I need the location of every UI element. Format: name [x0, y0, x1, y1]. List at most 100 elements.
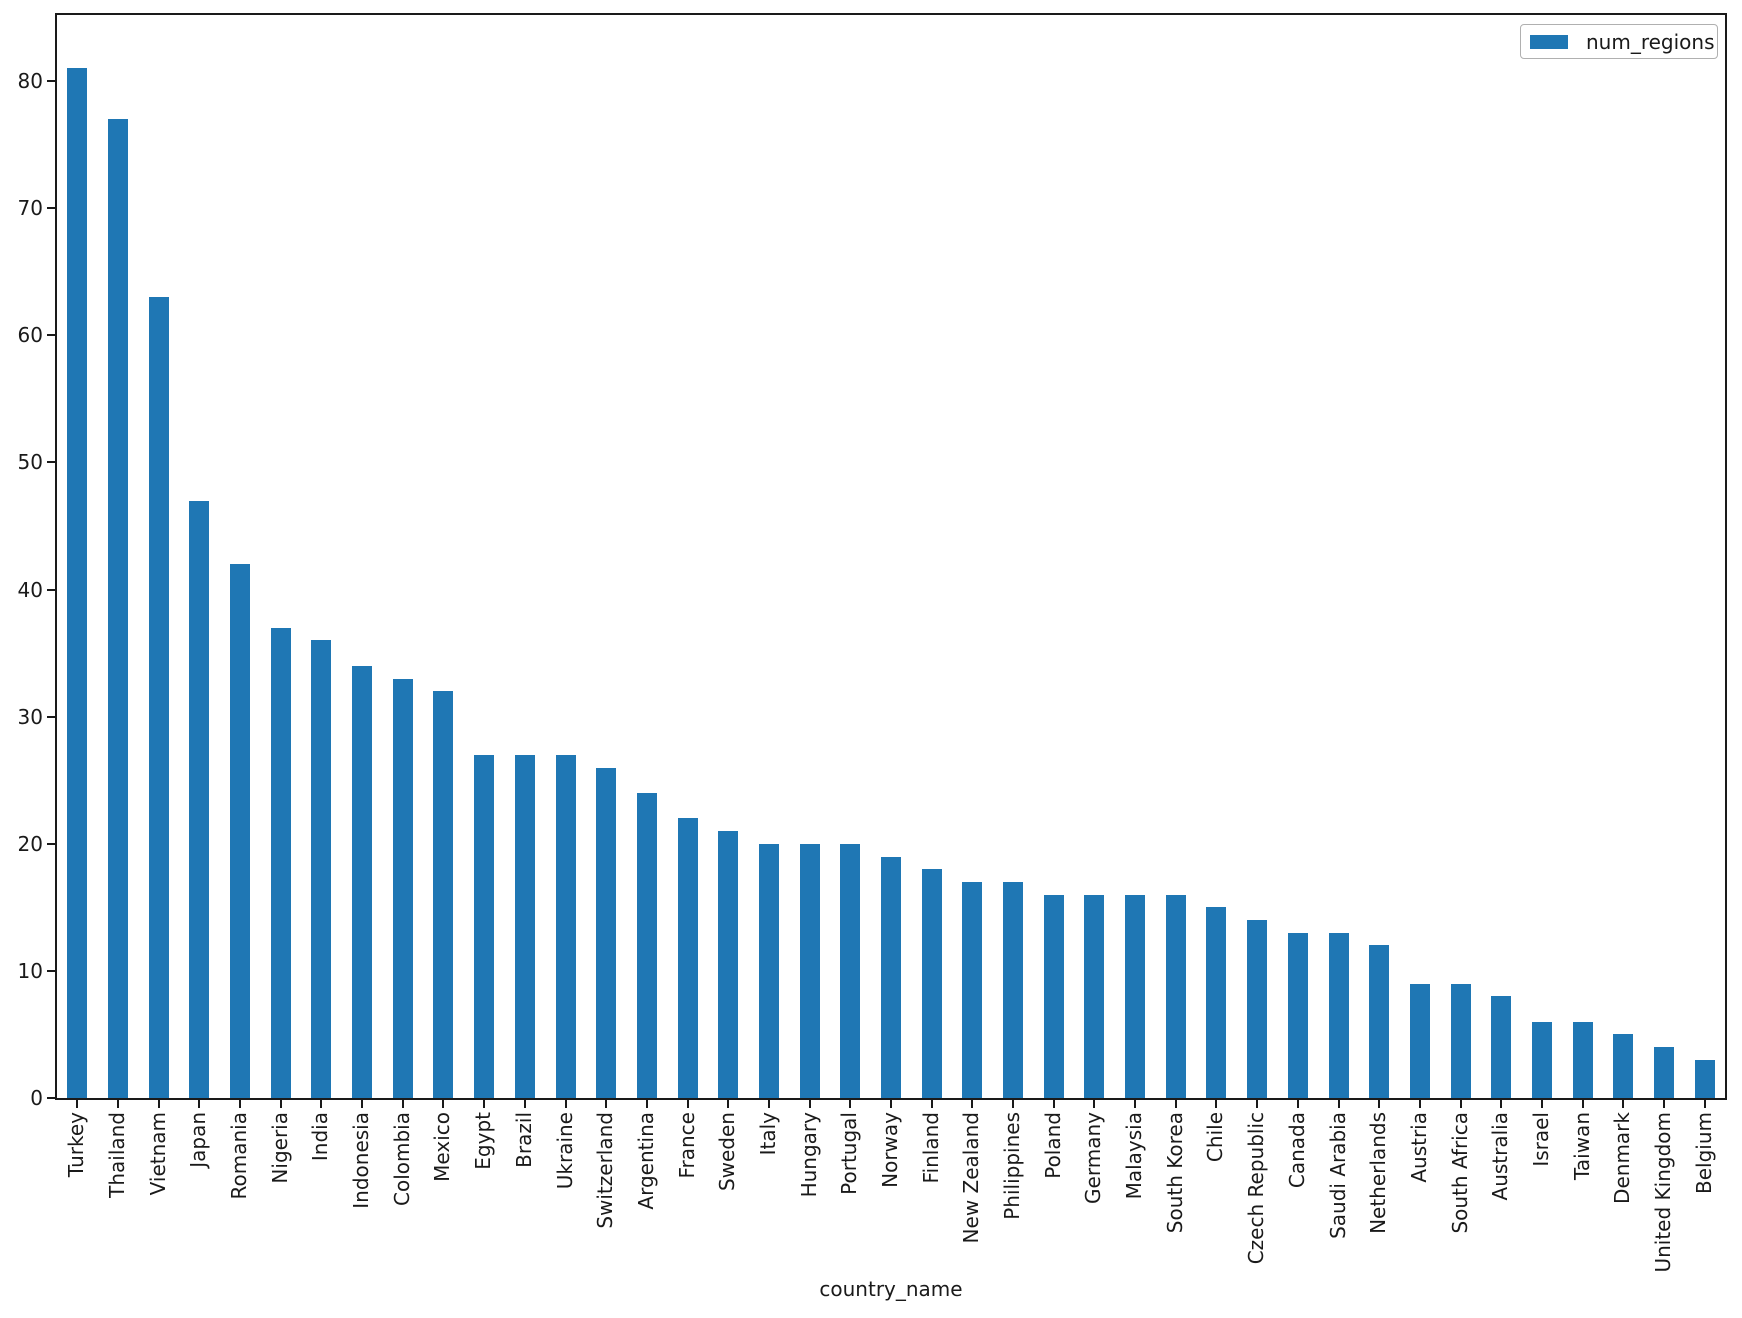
x-axis-tick-label: Australia: [1488, 1112, 1513, 1201]
x-axis-tick: [767, 1100, 770, 1108]
x-axis-tick-label: Belgium: [1691, 1112, 1716, 1194]
legend: num_regions: [1520, 24, 1718, 59]
bar: [1247, 920, 1268, 1098]
x-axis-tick: [76, 1100, 79, 1108]
bar: [1653, 1047, 1674, 1098]
x-axis-tick: [157, 1100, 160, 1108]
x-axis-tick-label: Indonesia: [349, 1112, 374, 1209]
x-axis-tick-label: Portugal: [837, 1112, 862, 1195]
x-axis-tick-label: Finland: [918, 1112, 943, 1184]
bar: [1003, 881, 1024, 1098]
x-axis-tick-label: Saudi Arabia: [1325, 1112, 1350, 1239]
y-axis-tick: [47, 588, 55, 591]
x-axis-tick: [727, 1100, 730, 1108]
x-axis-tick: [605, 1100, 608, 1108]
bar: [1043, 894, 1064, 1098]
x-axis-tick: [1134, 1100, 1137, 1108]
bar: [514, 754, 535, 1098]
x-axis-tick-label: Thailand: [105, 1112, 130, 1198]
bar: [433, 691, 454, 1098]
x-axis-tick-label: India: [308, 1112, 333, 1162]
y-axis-tick: [47, 969, 55, 972]
bar: [1084, 894, 1105, 1098]
bar: [1694, 1059, 1715, 1098]
bar: [636, 792, 657, 1098]
y-axis-tick: [47, 715, 55, 718]
bar: [840, 843, 861, 1098]
x-axis-tick-label: Mexico: [430, 1112, 455, 1182]
bar: [311, 640, 332, 1098]
y-axis-tick-label: 20: [17, 831, 43, 856]
bar: [1165, 894, 1186, 1098]
bar: [67, 68, 88, 1098]
x-axis-tick: [401, 1100, 404, 1108]
x-axis-tick: [483, 1100, 486, 1108]
y-axis-tick-label: 70: [17, 196, 43, 221]
x-axis-tick-label: Nigeria: [267, 1112, 292, 1184]
bar: [1531, 1021, 1552, 1098]
bar: [758, 843, 779, 1098]
x-axis-tick-label: Romania: [227, 1112, 252, 1200]
x-axis-tick: [1581, 1100, 1584, 1108]
x-axis-tick: [564, 1100, 567, 1108]
bar: [962, 881, 983, 1098]
y-axis-tick-label: 0: [30, 1086, 43, 1110]
x-axis-tick: [1174, 1100, 1177, 1108]
y-axis-tick-label: 10: [17, 958, 43, 983]
legend-series-label: num_regions: [1586, 29, 1715, 54]
x-axis-tick-label: Sweden: [715, 1112, 740, 1192]
bar: [1491, 996, 1512, 1098]
x-axis-tick-label: Canada: [1284, 1112, 1309, 1189]
y-axis-tick: [47, 461, 55, 464]
y-axis-tick-label: 40: [17, 577, 43, 602]
x-axis-tick-label: Czech Republic: [1244, 1112, 1269, 1265]
x-axis-tick-label: Malaysia: [1122, 1112, 1147, 1200]
x-axis-tick: [1662, 1100, 1665, 1108]
x-axis-tick: [1052, 1100, 1055, 1108]
x-axis-tick-label: Netherlands: [1366, 1112, 1391, 1234]
bar: [1287, 932, 1308, 1098]
x-axis-tick: [198, 1100, 201, 1108]
x-axis-tick-label: Argentina: [633, 1112, 658, 1210]
bar: [352, 665, 373, 1098]
y-axis-tick: [47, 334, 55, 337]
x-axis-tick-label: United Kingdom: [1650, 1112, 1675, 1273]
x-axis-tick: [1093, 1100, 1096, 1108]
x-axis-tick: [442, 1100, 445, 1108]
bar: [555, 754, 576, 1098]
x-axis-tick-label: Ukraine: [552, 1112, 577, 1190]
bar: [148, 297, 169, 1098]
y-axis-tick-label: 50: [17, 450, 43, 475]
x-axis-tick-label: Taiwan: [1569, 1112, 1594, 1181]
x-axis-tick: [1622, 1100, 1625, 1108]
x-axis-tick: [1296, 1100, 1299, 1108]
bar: [596, 767, 617, 1098]
bar: [230, 564, 251, 1098]
x-axis-tick: [279, 1100, 282, 1108]
bar: [108, 119, 129, 1098]
x-axis-tick-label: Poland: [1040, 1112, 1065, 1179]
bar: [1328, 932, 1349, 1098]
bar: [270, 627, 291, 1098]
x-axis-tick-label: Philippines: [1000, 1112, 1025, 1220]
y-axis-tick: [47, 1097, 55, 1099]
x-axis-tick-label: Israel: [1528, 1112, 1553, 1167]
bar: [1450, 983, 1471, 1098]
y-axis-tick-label: 80: [17, 69, 43, 94]
x-axis-tick: [1256, 1100, 1259, 1108]
legend-swatch: [1530, 34, 1568, 49]
x-axis-tick-label: Brazil: [511, 1112, 536, 1168]
x-axis-tick: [1012, 1100, 1015, 1108]
x-axis-tick: [1378, 1100, 1381, 1108]
x-axis-tick: [686, 1100, 689, 1108]
x-axis-tick-label: Japan: [186, 1112, 211, 1168]
x-axis-tick: [849, 1100, 852, 1108]
x-axis-tick-label: Turkey: [64, 1112, 89, 1178]
bar: [1613, 1034, 1634, 1098]
y-axis-tick: [47, 80, 55, 83]
x-axis-tick: [1540, 1100, 1543, 1108]
bar: [1409, 983, 1430, 1098]
x-axis-tick-label: Colombia: [389, 1112, 414, 1206]
bar: [799, 843, 820, 1098]
